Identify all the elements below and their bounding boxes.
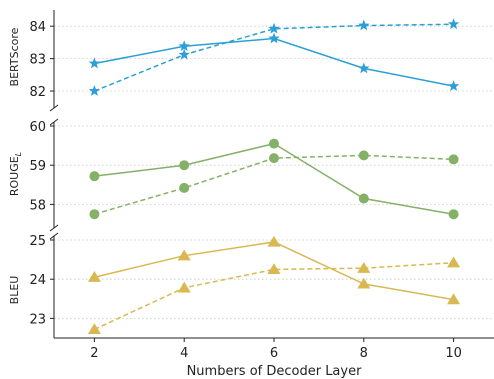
data-point	[358, 150, 369, 161]
y-tick-label: 59	[29, 159, 46, 174]
data-point	[177, 249, 191, 261]
axis-break-mark	[49, 118, 59, 126]
data-point	[178, 48, 190, 60]
data-point	[447, 80, 460, 92]
series-line	[94, 37, 454, 87]
y-tick-label: 23	[29, 312, 46, 327]
data-point	[88, 85, 101, 96]
data-point	[177, 281, 191, 293]
series-dashed	[89, 150, 459, 220]
data-point	[448, 154, 459, 165]
y-tick-label: 82	[29, 85, 46, 100]
axis-break-mark	[49, 104, 59, 112]
data-point	[269, 138, 279, 149]
data-point	[358, 62, 370, 74]
data-point	[447, 18, 460, 30]
data-point	[88, 57, 101, 69]
y-axis-label: BLEU	[8, 276, 21, 305]
y-tick-label: 58	[29, 198, 46, 213]
data-point	[267, 263, 281, 275]
data-point	[179, 160, 190, 171]
data-point	[357, 277, 371, 289]
data-point	[89, 171, 100, 182]
panel-1: 82 83 84 BERTScore	[8, 10, 492, 112]
data-point	[179, 182, 190, 193]
data-point	[268, 32, 280, 44]
x-tick-label: 8	[360, 346, 368, 361]
y-tick-label: 60	[29, 120, 46, 135]
axis-break-mark	[49, 232, 59, 240]
data-point	[268, 22, 280, 34]
series-solid	[89, 138, 459, 220]
x-tick-label: 2	[90, 346, 98, 361]
panel-2: 58 59 60 ROUGEL	[8, 118, 492, 232]
data-point	[267, 235, 281, 247]
data-point	[269, 153, 279, 164]
y-axis-label: BERTScore	[8, 27, 21, 86]
data-point	[358, 19, 370, 31]
y-tick-label: 84	[29, 20, 46, 35]
data-point	[89, 209, 100, 220]
y-tick-label: 83	[29, 53, 46, 68]
x-axis-label: Numbers of Decoder Layer	[187, 364, 363, 379]
y-tick-label: 24	[29, 273, 46, 288]
series-dashed	[87, 256, 461, 335]
y-tick-label: 25	[29, 234, 46, 249]
x-tick-label: 10	[445, 346, 462, 361]
series-solid	[87, 235, 461, 305]
y-axis-label-subscript: L	[14, 152, 23, 156]
x-tick-label: 4	[180, 346, 188, 361]
x-tick-label: 6	[270, 346, 278, 361]
series-dashed	[88, 18, 460, 96]
data-point	[358, 193, 369, 204]
series-solid	[88, 32, 460, 92]
data-point	[447, 293, 461, 305]
data-point	[357, 262, 371, 273]
data-point	[87, 271, 101, 282]
series-line	[94, 23, 454, 92]
y-axis-label: ROUGEL	[8, 152, 23, 196]
data-point	[447, 256, 461, 268]
data-point	[448, 209, 459, 220]
data-point	[87, 323, 101, 335]
axis-break-mark	[49, 224, 59, 232]
data-point	[178, 40, 190, 52]
series-line	[94, 261, 454, 331]
